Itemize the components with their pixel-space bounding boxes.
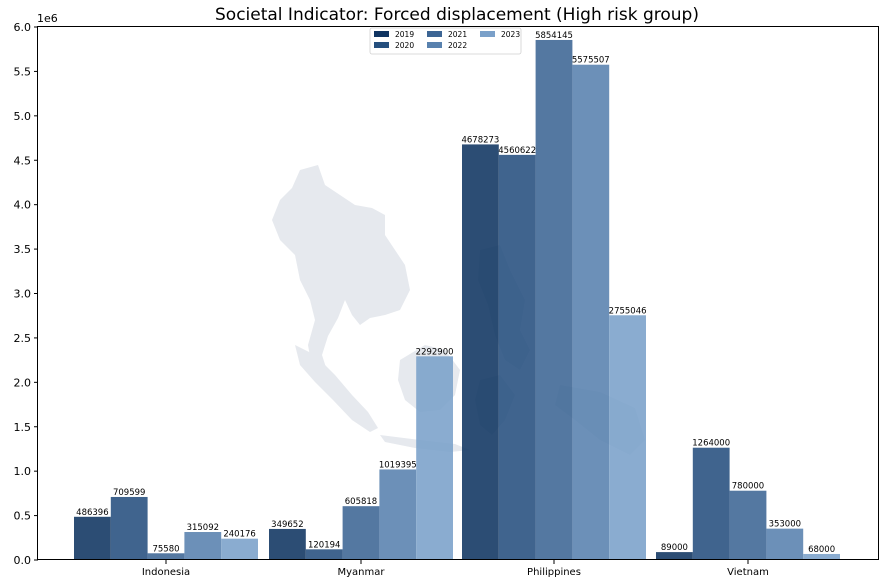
legend-swatch xyxy=(374,31,389,37)
y-tick-label: 2.0 xyxy=(14,376,32,389)
axis-scale-label: 1e6 xyxy=(37,12,58,25)
bar-vietnam-2023 xyxy=(803,553,840,560)
value-labels-group: 486396 709599 75580 315092 240176 349652 12019… xyxy=(76,31,835,555)
x-axis: Indonesia Myanmar Philippines Vietnam xyxy=(142,560,769,578)
map-sumatra xyxy=(295,345,378,432)
bar-value-label: 605818 xyxy=(345,497,377,507)
bar-myanmar-2022 xyxy=(379,469,417,560)
bar-value-label: 120194 xyxy=(308,540,340,550)
y-tick-label: 5.0 xyxy=(14,110,32,123)
y-tick-label: 4.0 xyxy=(14,199,32,212)
legend-label: 2022 xyxy=(448,41,467,50)
y-tick-label: 1.0 xyxy=(14,465,32,478)
legend-swatch xyxy=(480,31,495,37)
y-tick-label: 0.5 xyxy=(14,510,32,523)
bar-indonesia-2021 xyxy=(147,553,185,560)
bar-value-label: 353000 xyxy=(769,520,801,530)
legend-swatch xyxy=(427,31,442,37)
bars-group xyxy=(74,39,840,560)
legend: 2019 2020 2021 2022 2023 xyxy=(369,27,522,55)
bar-philippines-2020 xyxy=(498,154,536,560)
bar-value-label: 315092 xyxy=(187,523,219,533)
legend-label: 2020 xyxy=(395,41,414,50)
bar-value-label: 2755046 xyxy=(609,306,647,316)
bar-value-label: 75580 xyxy=(152,544,179,554)
bar-value-label: 5854145 xyxy=(535,31,573,41)
y-tick-label: 1.5 xyxy=(14,421,32,434)
bar-indonesia-2022 xyxy=(184,532,222,560)
legend-label: 2023 xyxy=(501,30,520,39)
bar-value-label: 1019395 xyxy=(379,460,417,470)
bar-value-label: 4678273 xyxy=(461,135,499,145)
bar-indonesia-2023 xyxy=(221,538,258,560)
legend-box xyxy=(369,27,522,55)
plot-frame xyxy=(37,26,879,560)
map-mainland xyxy=(272,165,410,385)
y-tick-label: 0.0 xyxy=(14,554,32,567)
chart-title: Societal Indicator: Forced displacement … xyxy=(215,5,699,25)
bar-indonesia-2020 xyxy=(110,496,148,560)
bar-value-label: 709599 xyxy=(113,488,145,498)
bar-value-label: 780000 xyxy=(732,482,764,492)
bar-myanmar-2019 xyxy=(269,528,306,560)
bar-philippines-2022 xyxy=(572,64,610,560)
y-tick-label: 4.5 xyxy=(14,154,32,167)
bar-value-label: 5575507 xyxy=(572,56,610,66)
bar-vietnam-2020 xyxy=(692,447,730,560)
bar-philippines-2021 xyxy=(535,39,573,560)
y-axis: 0.0 0.5 1.0 1.5 2.0 2.5 3.0 3.5 4.0 4.5 5.0 5.5 6.0 xyxy=(14,21,38,567)
bar-philippines-2023 xyxy=(609,315,646,560)
bar-myanmar-2021 xyxy=(342,506,380,560)
bar-vietnam-2019 xyxy=(656,552,693,560)
legend-swatch xyxy=(427,42,442,48)
x-tick-label: Indonesia xyxy=(142,567,190,578)
bar-value-label: 486396 xyxy=(76,508,108,518)
bar-value-label: 68000 xyxy=(808,545,835,555)
legend-swatch xyxy=(374,42,389,48)
y-tick-label: 3.0 xyxy=(14,288,32,301)
bar-myanmar-2023 xyxy=(416,356,453,560)
bar-value-label: 2292900 xyxy=(416,347,454,357)
bar-vietnam-2021 xyxy=(729,490,767,560)
bar-philippines-2019 xyxy=(462,144,499,560)
x-tick-label: Myanmar xyxy=(338,567,386,578)
bar-value-label: 349652 xyxy=(271,520,303,530)
bar-myanmar-2020 xyxy=(305,549,343,560)
bar-value-label: 89000 xyxy=(661,543,688,553)
bar-vietnam-2022 xyxy=(766,528,804,560)
legend-label: 2019 xyxy=(395,30,414,39)
bar-value-label: 240176 xyxy=(223,530,255,540)
y-tick-label: 6.0 xyxy=(14,21,32,34)
bar-value-label: 4560622 xyxy=(498,146,536,156)
legend-label: 2021 xyxy=(448,30,467,39)
y-tick-label: 3.5 xyxy=(14,243,32,256)
x-tick-label: Philippines xyxy=(527,567,581,578)
x-tick-label: Vietnam xyxy=(727,567,769,578)
y-tick-label: 2.5 xyxy=(14,332,32,345)
bar-indonesia-2019 xyxy=(74,516,111,560)
y-tick-label: 5.5 xyxy=(14,65,32,78)
bar-value-label: 1264000 xyxy=(692,439,730,449)
